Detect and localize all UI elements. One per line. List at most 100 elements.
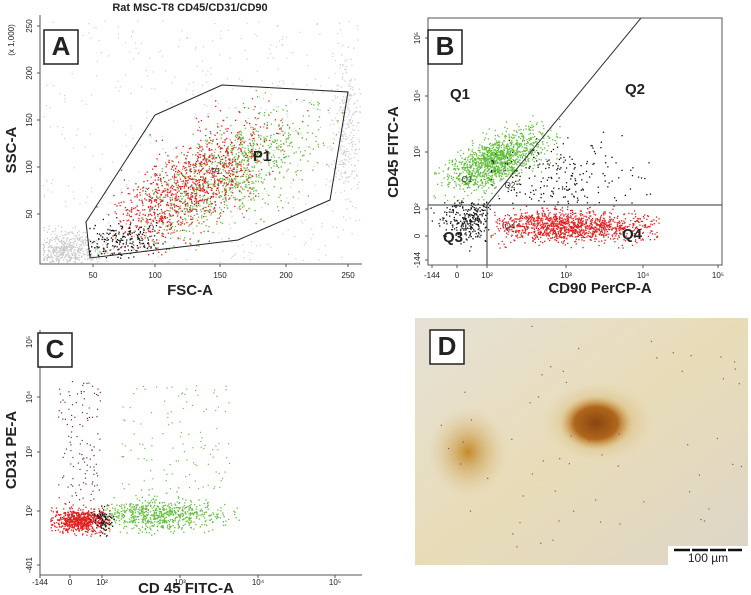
event-dot [190,168,191,169]
event-dot [155,191,156,192]
event-dot [491,193,492,194]
event-dot [146,218,147,219]
event-dot [174,206,175,207]
event-dot [243,164,244,165]
event-dot [146,70,147,71]
event-dot [217,126,218,127]
event-dot [175,193,176,194]
event-dot [493,149,494,150]
event-dot [461,202,462,203]
event-dot [110,250,111,251]
event-dot [346,136,347,137]
event-dot [244,142,245,143]
event-dot [55,237,56,238]
event-dot [463,219,464,220]
event-dot [83,240,84,241]
event-dot [203,189,204,190]
event-dot [439,225,440,226]
event-dot [225,163,226,164]
event-dot [170,197,171,198]
event-dot [162,233,163,234]
event-dot [138,53,139,54]
event-dot [477,236,478,237]
event-dot [351,164,352,165]
event-dot [118,240,119,241]
event-dot [234,145,235,146]
event-dot [351,189,352,190]
event-dot [186,172,187,173]
event-dot [196,161,197,162]
event-dot [500,172,501,173]
event-dot [149,201,150,202]
event-dot [248,175,249,176]
event-dot [184,223,185,224]
event-dot [215,149,216,150]
event-dot [284,157,285,158]
event-dot [521,172,522,173]
event-dot [356,174,357,175]
event-dot [131,209,132,210]
event-dot [171,227,172,228]
event-dot [348,47,349,48]
y-tick-label: 150 [25,113,34,127]
event-dot [294,128,295,129]
event-dot [351,139,352,140]
event-dot [467,211,468,212]
event-dot [189,166,190,167]
event-dot [486,190,487,191]
event-dot [459,174,460,175]
event-dot [62,245,63,246]
event-dot [477,210,478,211]
event-dot [241,153,242,154]
event-dot [348,143,349,144]
event-dot [150,231,151,232]
event-dot [346,208,347,209]
event-dot [220,161,221,162]
event-dot [513,144,514,145]
event-dot [516,131,517,132]
event-dot [277,140,278,141]
event-dot [451,212,452,213]
event-dot [44,116,45,117]
event-dot [522,156,523,157]
event-dot [493,181,494,182]
event-dot [231,132,232,133]
event-dot [52,247,53,248]
event-dot [67,250,68,251]
event-dot [495,156,496,157]
event-dot [73,191,74,192]
event-dot [348,98,349,99]
event-dot [357,39,358,40]
event-dot [491,160,492,161]
event-dot [150,219,151,220]
event-dot [332,56,333,57]
event-dot [605,180,606,181]
event-dot [345,155,346,156]
event-dot [250,192,251,193]
event-dot [276,165,277,166]
event-dot [484,158,485,159]
event-dot [493,179,494,180]
event-dot [269,48,270,49]
event-dot [232,190,233,191]
event-dot [194,183,195,184]
event-dot [352,120,353,121]
event-dot [497,142,498,143]
event-dot [202,179,203,180]
event-dot [329,181,330,182]
event-dot [305,242,306,243]
event-dot [507,148,508,149]
event-dot [126,242,127,243]
event-dot [296,99,297,100]
event-dot [218,155,219,156]
event-dot [158,232,159,233]
event-dot [354,153,355,154]
event-dot [278,210,279,211]
event-dot [483,199,484,200]
event-dot [173,189,174,190]
event-dot [270,53,271,54]
event-dot [262,193,263,194]
event-dot [165,218,166,219]
event-dot [478,233,479,234]
event-dot [70,242,71,243]
